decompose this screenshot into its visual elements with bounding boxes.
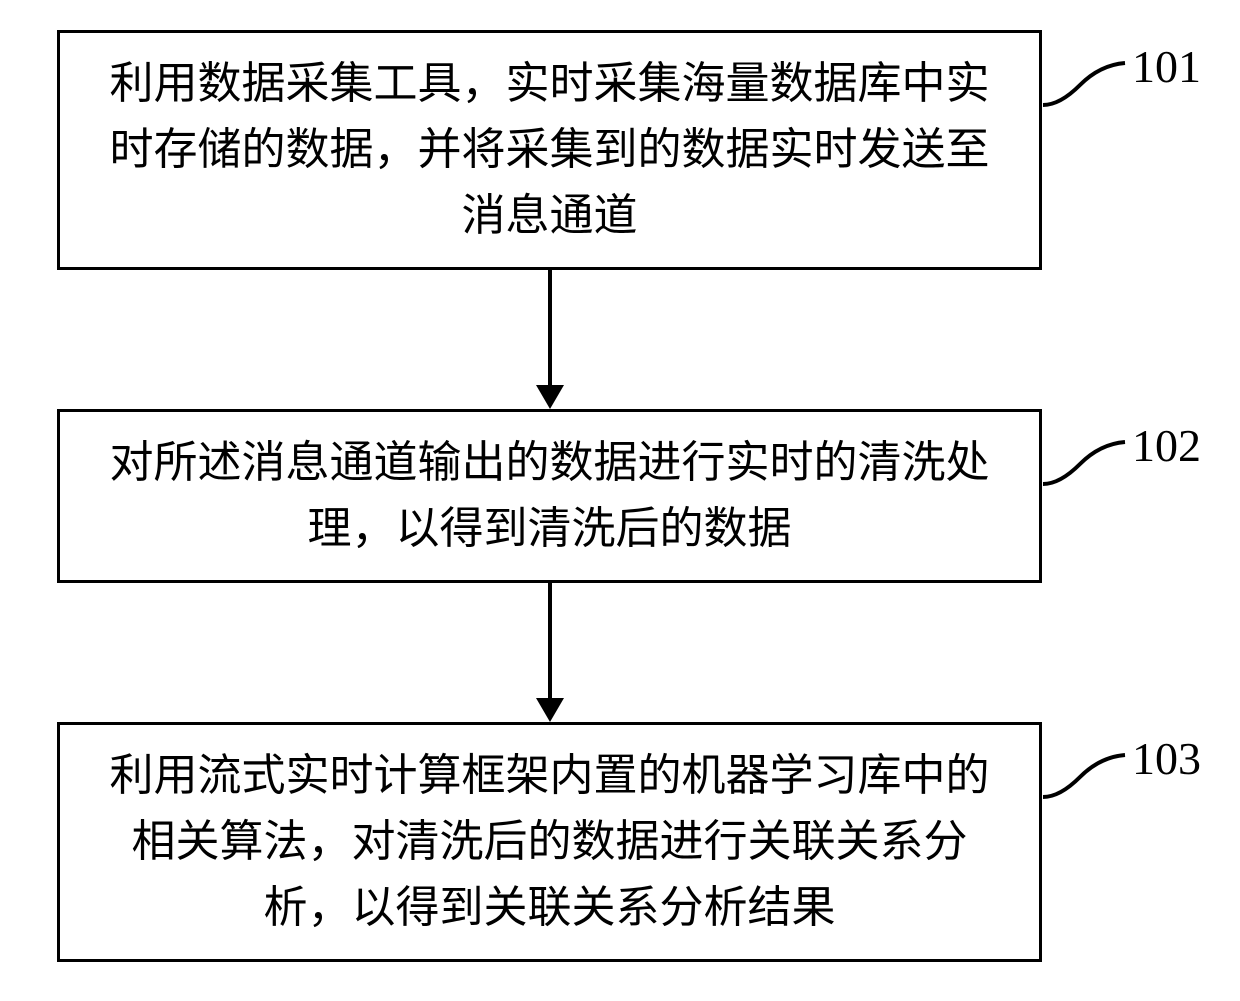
edge-102-103-arrow-wrap <box>20 698 1220 722</box>
edge-101-102-line <box>548 270 552 385</box>
edge-102-103-line <box>548 583 552 698</box>
node-102-box: 对所述消息通道输出的数据进行实时的清洗处理，以得到清洗后的数据 <box>57 409 1042 583</box>
node-103-box: 利用流式实时计算框架内置的机器学习库中的相关算法，对清洗后的数据进行关联关系分析… <box>57 722 1042 962</box>
node-103-curve <box>1040 747 1130 817</box>
node-103-wrapper: 利用流式实时计算框架内置的机器学习库中的相关算法，对清洗后的数据进行关联关系分析… <box>20 722 1220 962</box>
node-102-label: 102 <box>1132 419 1201 472</box>
node-103-label: 103 <box>1132 732 1201 785</box>
node-101-box: 利用数据采集工具，实时采集海量数据库中实时存储的数据，并将采集到的数据实时发送至… <box>57 30 1042 270</box>
node-102-wrapper: 对所述消息通道输出的数据进行实时的清洗处理，以得到清洗后的数据 102 <box>20 409 1220 583</box>
node-102-text: 对所述消息通道输出的数据进行实时的清洗处理，以得到清洗后的数据 <box>110 438 990 553</box>
edge-101-102-arrow <box>536 385 564 409</box>
flowchart-container: 利用数据采集工具，实时采集海量数据库中实时存储的数据，并将采集到的数据实时发送至… <box>20 20 1220 962</box>
node-101-text: 利用数据采集工具，实时采集海量数据库中实时存储的数据，并将采集到的数据实时发送至… <box>110 59 990 240</box>
edge-101-102-arrow-wrap <box>20 385 1220 409</box>
edge-101-102 <box>20 270 1220 385</box>
node-101-curve <box>1040 55 1130 125</box>
node-102-curve <box>1040 434 1130 504</box>
edge-102-103-arrow <box>536 698 564 722</box>
node-101-wrapper: 利用数据采集工具，实时采集海量数据库中实时存储的数据，并将采集到的数据实时发送至… <box>20 30 1220 270</box>
node-103-text: 利用流式实时计算框架内置的机器学习库中的相关算法，对清洗后的数据进行关联关系分析… <box>110 751 990 932</box>
node-101-label: 101 <box>1132 40 1201 93</box>
edge-102-103 <box>20 583 1220 698</box>
